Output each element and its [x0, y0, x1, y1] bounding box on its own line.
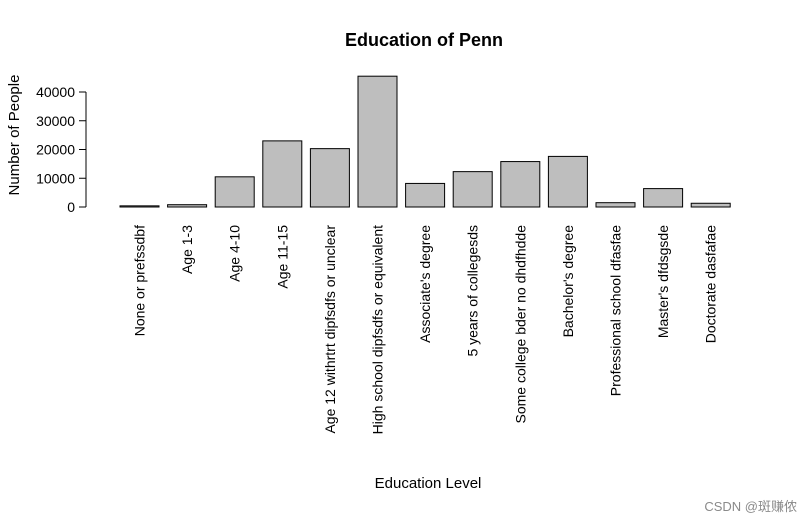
- x-category-label: Age 12 withrtrt dipfsdfs or unclear: [322, 225, 338, 434]
- y-tick-label: 20000: [36, 142, 75, 158]
- bar: [690, 202, 731, 208]
- x-category-label: Age 11-15: [274, 225, 290, 289]
- bar: [405, 182, 446, 208]
- bar: [309, 148, 350, 208]
- x-category-label: Some college bder no dhdfhdde: [512, 225, 528, 424]
- x-category-label: Associate's degree: [417, 225, 433, 343]
- y-axis-label: Number of People: [6, 75, 23, 196]
- bar: [119, 205, 160, 208]
- x-category-label: None or prefssdbf: [132, 225, 148, 336]
- bars-group: [119, 75, 731, 208]
- bar: [214, 176, 255, 208]
- chart-title: Education of Penn: [345, 30, 503, 50]
- x-category-label: Age 4-10: [227, 225, 243, 282]
- y-axis: 0 10000 20000 30000 40000: [36, 84, 87, 215]
- y-tick-label: 0: [67, 199, 75, 215]
- x-category-label: Master's dfdsgsde: [655, 225, 671, 338]
- x-category-label: High school dipfsdfs or equivalent: [370, 225, 386, 434]
- bar: [595, 202, 636, 208]
- bar: [500, 161, 541, 208]
- y-tick-label: 10000: [36, 170, 75, 186]
- bar: [643, 188, 684, 208]
- bar: [167, 204, 208, 208]
- x-category-label: Age 1-3: [179, 225, 195, 274]
- bar: [452, 171, 493, 208]
- watermark: CSDN @斑赚侬: [704, 499, 797, 514]
- y-tick-label: 40000: [36, 84, 75, 100]
- bar: [357, 75, 398, 208]
- x-category-label: 5 years of collegesds: [465, 225, 481, 357]
- bar: [547, 155, 588, 208]
- x-category-label: Doctorate dasfafae: [703, 225, 719, 344]
- bar: [262, 140, 303, 208]
- category-labels: None or prefssdbf Age 1-3 Age 4-10 Age 11-1…: [132, 225, 719, 435]
- x-category-label: Bachelor's degree: [560, 225, 576, 338]
- y-tick-label: 30000: [36, 113, 75, 129]
- x-category-label: Professional school dfasfae: [608, 225, 624, 396]
- x-axis-label: Education Level: [375, 475, 482, 492]
